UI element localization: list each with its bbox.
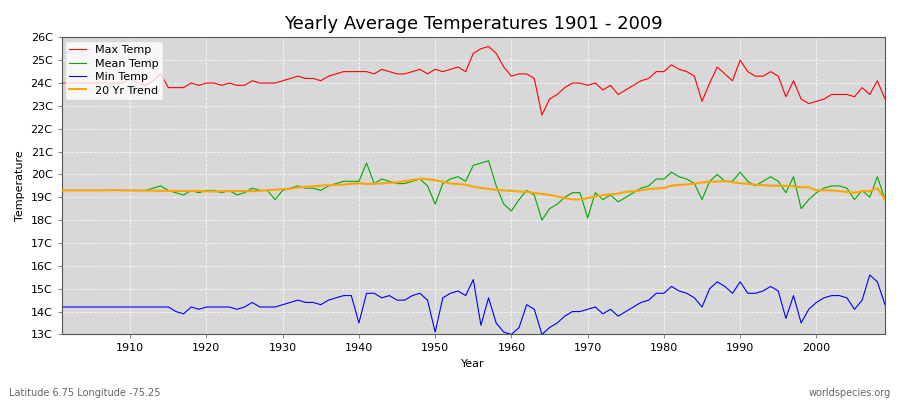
Min Temp [506,332,517,337]
Max Temp [879,97,890,102]
X-axis label: Year: Year [462,359,485,369]
20 Yr Trend [56,188,67,193]
20 Yr Trend [117,188,128,193]
Min Temp [605,307,616,312]
20 Yr Trend [879,197,890,202]
Y-axis label: Temperature: Temperature [15,150,25,221]
Legend: Max Temp, Mean Temp, Min Temp, 20 Yr Trend: Max Temp, Mean Temp, Min Temp, 20 Yr Tre… [65,41,163,100]
Text: worldspecies.org: worldspecies.org [809,388,891,398]
20 Yr Trend [605,192,616,197]
Min Temp [879,302,890,307]
Min Temp [330,296,341,300]
Max Temp [483,44,494,49]
Mean Temp [330,181,341,186]
Line: Mean Temp: Mean Temp [61,161,885,220]
Title: Yearly Average Temperatures 1901 - 2009: Yearly Average Temperatures 1901 - 2009 [284,15,662,33]
Max Temp [506,74,517,78]
Max Temp [285,76,296,81]
20 Yr Trend [506,188,517,193]
Line: Max Temp: Max Temp [61,46,885,115]
Line: 20 Yr Trend: 20 Yr Trend [61,179,885,200]
Max Temp [613,92,624,97]
Line: Min Temp: Min Temp [61,275,885,334]
Mean Temp [506,209,517,214]
Mean Temp [56,188,67,193]
Min Temp [117,304,128,309]
Mean Temp [514,197,525,202]
20 Yr Trend [415,176,426,181]
Max Temp [330,72,341,76]
Mean Temp [613,200,624,204]
Max Temp [56,81,67,86]
Min Temp [285,300,296,305]
20 Yr Trend [285,186,296,191]
Mean Temp [117,188,128,193]
Mean Temp [536,218,547,222]
Mean Temp [285,186,296,190]
Min Temp [499,330,509,334]
Mean Temp [483,158,494,163]
20 Yr Trend [330,182,341,187]
Max Temp [514,72,525,76]
Min Temp [864,273,875,278]
Min Temp [514,325,525,330]
Mean Temp [879,197,890,202]
Text: Latitude 6.75 Longitude -75.25: Latitude 6.75 Longitude -75.25 [9,388,160,398]
Min Temp [56,304,67,309]
20 Yr Trend [514,189,525,194]
Max Temp [536,113,547,118]
Max Temp [117,81,128,86]
